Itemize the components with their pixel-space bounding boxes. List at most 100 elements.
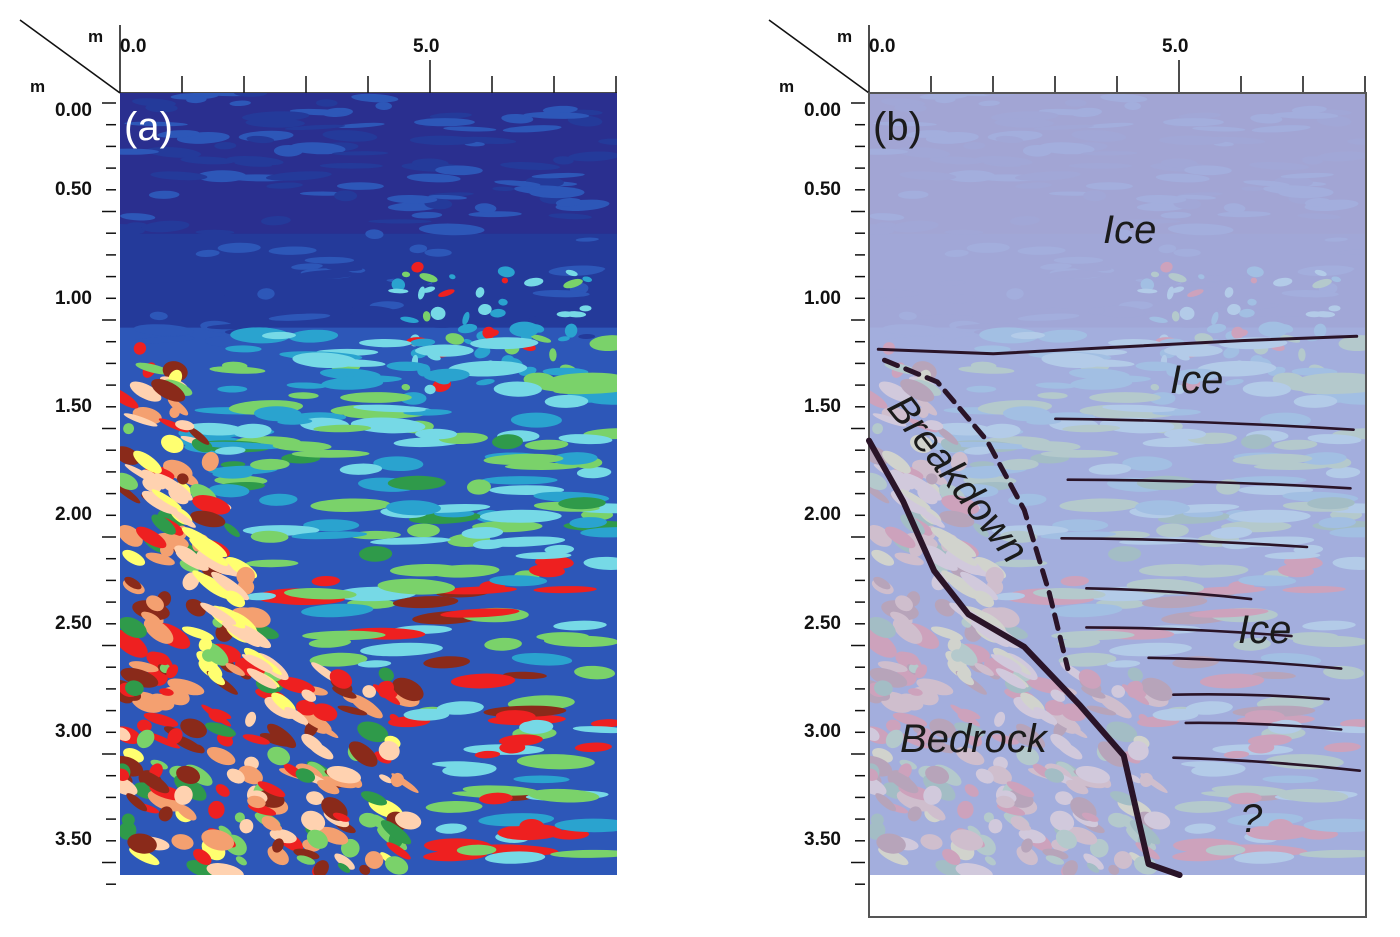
reflection-blob — [357, 721, 389, 743]
reflection-blob — [137, 719, 152, 733]
reflection-blob — [246, 668, 277, 689]
reflection-blob — [481, 476, 558, 485]
reflection-blob — [206, 863, 244, 875]
x-tick-label-5: 5.0 — [1162, 36, 1188, 57]
bedrock-label: Bedrock — [900, 717, 1049, 761]
reflection-blob — [120, 821, 137, 840]
reflection-blob — [359, 338, 412, 348]
reflection-blob — [322, 130, 378, 142]
reflection-blob — [502, 125, 562, 133]
reflection-blob — [461, 527, 504, 539]
reflection-blob — [171, 834, 194, 850]
reflection-blob — [386, 361, 428, 372]
ice-label-lower: Ice — [1238, 608, 1291, 652]
reflection-blob — [284, 587, 357, 600]
reflection-blob — [494, 180, 541, 187]
reflection-blob — [456, 844, 497, 856]
reflection-blob — [329, 669, 353, 689]
reflection-blob — [523, 111, 590, 119]
reflection-blob — [120, 446, 141, 465]
reflection-blob — [359, 546, 393, 562]
reflection-blob — [557, 336, 570, 342]
reflection-blob — [127, 222, 147, 228]
reflection-blob — [307, 740, 334, 760]
reflection-blob — [181, 626, 215, 641]
reflection-blob — [478, 303, 492, 316]
reflection-blob — [337, 862, 351, 873]
reflection-blob — [362, 685, 377, 698]
reflection-blob — [135, 526, 167, 549]
reflection-blob — [151, 379, 186, 402]
reflection-blob — [544, 544, 575, 555]
reflection-blob — [348, 741, 378, 767]
y-tick-label: 3.00 — [804, 721, 841, 742]
reflection-blob — [169, 406, 180, 418]
reflection-blob — [257, 288, 275, 300]
reflection-blob — [230, 327, 290, 344]
reflection-blob — [563, 278, 583, 289]
reflection-blob — [311, 575, 340, 587]
reflection-blob — [423, 368, 470, 382]
reflection-blob — [531, 172, 585, 179]
y-tick-label: 1.00 — [55, 288, 92, 309]
reflection-blob — [403, 708, 450, 721]
reflection-blob — [158, 806, 173, 822]
reflection-blob — [291, 263, 323, 270]
y-tick-label: 2.50 — [55, 613, 92, 634]
reflection-blob — [174, 785, 193, 805]
reflection-blob — [175, 420, 195, 431]
reflection-blob — [564, 323, 578, 338]
reflection-blob — [214, 141, 237, 150]
reflection-blob — [529, 564, 565, 578]
reflection-blob — [435, 165, 483, 176]
reflection-blob — [588, 249, 617, 255]
reflection-blob — [431, 280, 471, 288]
reflection-blob — [589, 335, 617, 352]
reflection-blob — [423, 656, 471, 669]
reflection-blob — [218, 825, 232, 837]
y-tick-label: 0.00 — [55, 100, 92, 121]
reflection-blob — [474, 346, 491, 359]
reflection-blob — [272, 441, 332, 452]
reflection-blob — [565, 311, 587, 318]
reflection-blob — [350, 417, 426, 434]
reflection-blob — [317, 779, 340, 795]
reflection-blob — [462, 311, 470, 325]
reflection-blob — [120, 727, 131, 742]
y-tick-label: 2.00 — [55, 504, 92, 525]
reflection-blob — [198, 637, 213, 652]
reflection-blob — [272, 838, 284, 853]
y-tick-label: 2.00 — [804, 504, 841, 525]
y-tick-label: 3.50 — [55, 829, 92, 850]
no-data-band — [869, 875, 1366, 917]
reflection-blob — [309, 652, 368, 667]
reflection-blob — [247, 795, 266, 809]
reflection-blob — [250, 530, 289, 543]
reflection-blob — [495, 710, 536, 723]
reflection-blob — [128, 661, 159, 673]
reflection-blob — [386, 842, 411, 860]
reflection-blob — [261, 816, 281, 831]
reflection-blob — [196, 551, 235, 576]
ice-reflector-line — [1184, 721, 1343, 731]
reflection-blob — [268, 313, 331, 321]
reflection-blob — [146, 595, 164, 612]
reflection-blob — [151, 652, 171, 666]
reflection-blob — [208, 800, 225, 819]
reflection-blob — [410, 338, 436, 347]
reflection-blob — [501, 113, 534, 124]
reflection-blob — [411, 261, 424, 273]
reflection-blob — [387, 194, 438, 204]
reflection-blob — [509, 321, 540, 338]
reflection-blob — [428, 194, 468, 200]
reflection-blob — [217, 242, 261, 253]
reflection-blob — [150, 171, 208, 181]
reflection-blob — [582, 276, 593, 283]
reflection-blob — [131, 336, 196, 344]
reflection-blob — [284, 124, 346, 131]
reflection-blob — [412, 158, 449, 169]
reflection-blob — [440, 608, 520, 618]
reflection-blob — [224, 590, 246, 608]
reflection-blob — [548, 265, 604, 276]
y-tick-label: 0.00 — [804, 100, 841, 121]
